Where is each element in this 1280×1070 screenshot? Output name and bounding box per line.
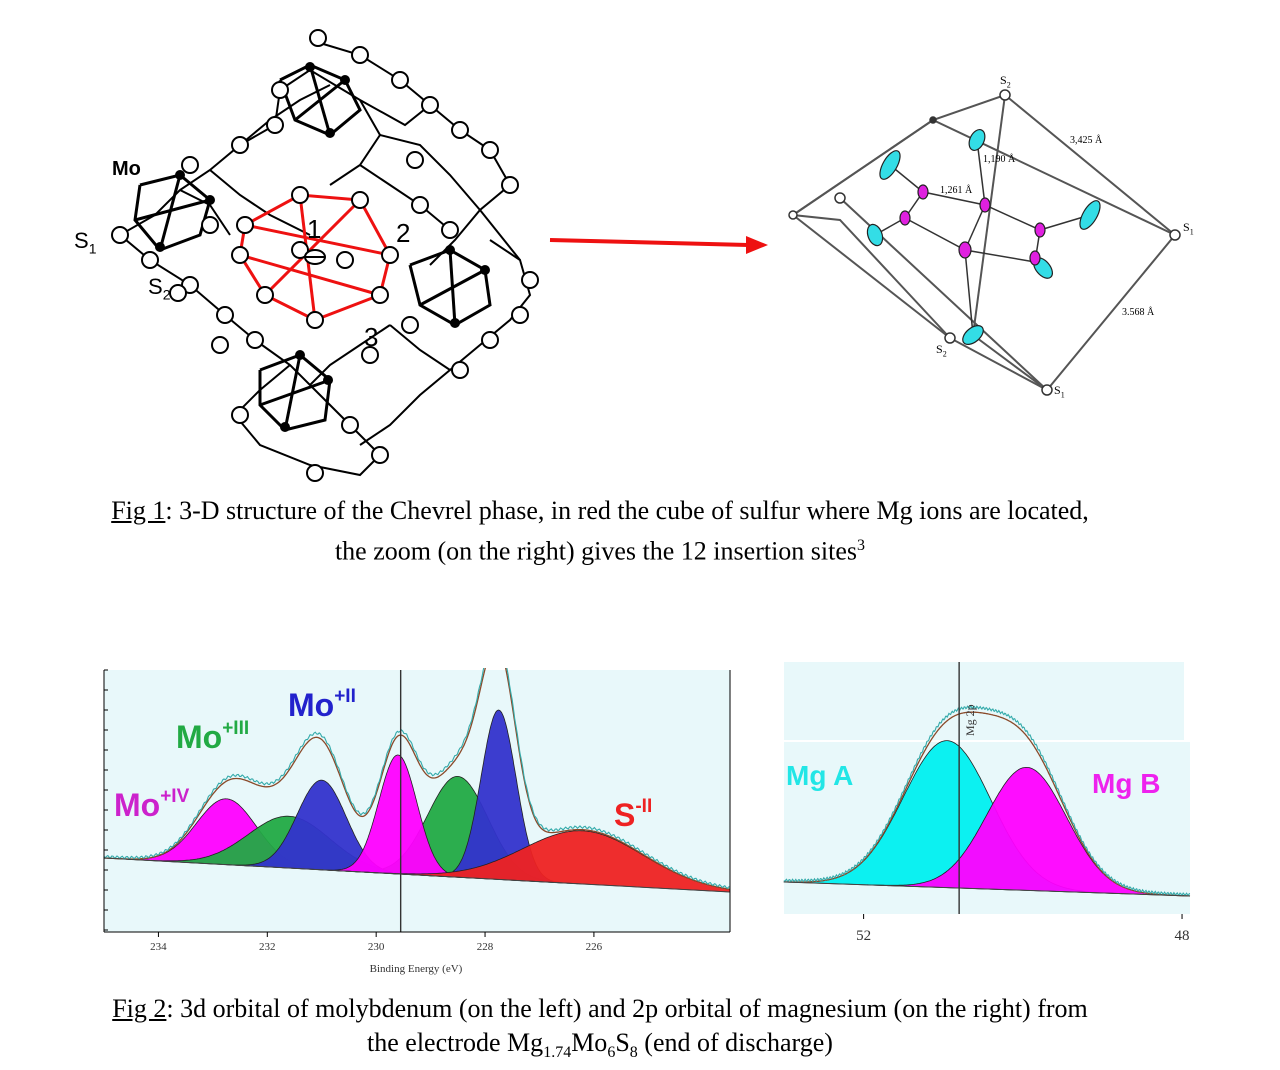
baseline xyxy=(783,881,1191,897)
label-mo-iii: Mo+III xyxy=(176,718,250,755)
x-tick-label-230: 230 xyxy=(368,941,385,953)
x-tick-label-226: 226 xyxy=(586,941,603,953)
fig1-caption-line2: the zoom (on the right) gives the 12 ins… xyxy=(334,536,866,566)
label-s-ii: S-II xyxy=(614,796,653,833)
x-tick-label-234: 234 xyxy=(150,941,167,953)
label-mo-iv: Mo+IV xyxy=(114,786,190,823)
label-site-2: 2 xyxy=(396,218,411,248)
label-s1-bottom: S1 xyxy=(1054,383,1065,400)
x-axis-label: Binding Energy (eV) xyxy=(370,963,463,975)
distance-1261: 1,261 Å xyxy=(940,185,973,196)
fig2-caption-line2: the electrode Mg1.74Mo6S8 (end of discha… xyxy=(367,1028,833,1062)
fit-envelope xyxy=(103,668,731,890)
label-site-1: 1 xyxy=(307,214,322,244)
distance-1190: 1,190 Å xyxy=(983,154,1016,165)
baseline xyxy=(103,857,731,893)
x-tick-label-48: 48 xyxy=(1175,928,1190,944)
label-mo: Mo xyxy=(112,158,141,180)
x-tick-label-232: 232 xyxy=(259,941,276,953)
label-mg-a: Mg A xyxy=(786,760,854,791)
label-mo-ii: Mo+II xyxy=(288,686,356,723)
label-site-3: 3 xyxy=(364,322,379,352)
label-s2-top: S2 xyxy=(1000,73,1011,90)
chevrel-structure-diagram xyxy=(111,29,539,482)
zoom-arrow xyxy=(549,236,768,254)
label-s1-right: S1 xyxy=(1183,220,1194,237)
plot-background-top xyxy=(784,662,1184,740)
x-tick-label-52: 52 xyxy=(856,928,871,944)
fig2-caption-line1: Fig 2: 3d orbital of molybdenum (on the … xyxy=(112,994,1088,1023)
x-tick-label-228: 228 xyxy=(477,941,494,953)
label-s2-bottom: S2 xyxy=(936,342,947,359)
mg-2p-marker-label: Mg 2p xyxy=(963,704,977,736)
label-mg-b: Mg B xyxy=(1092,768,1161,799)
fig1-caption-line1: Fig 1: 3-D structure of the Chevrel phas… xyxy=(111,496,1089,525)
mg-2p-xps-chart: 52 48 Mg 2p xyxy=(783,662,1191,944)
measured-spectrum xyxy=(783,705,1191,897)
mo-3d-xps-chart: 234 232 230 228 226 Binding Energy (eV) xyxy=(103,668,731,975)
measured-spectrum xyxy=(103,668,730,890)
insertion-sites-diagram xyxy=(788,89,1181,396)
label-s1: S1 xyxy=(74,228,97,257)
distance-3568: 3.568 Å xyxy=(1122,307,1155,318)
distance-3425: 3,425 Å xyxy=(1070,135,1103,146)
label-s2: S2 xyxy=(148,274,171,303)
